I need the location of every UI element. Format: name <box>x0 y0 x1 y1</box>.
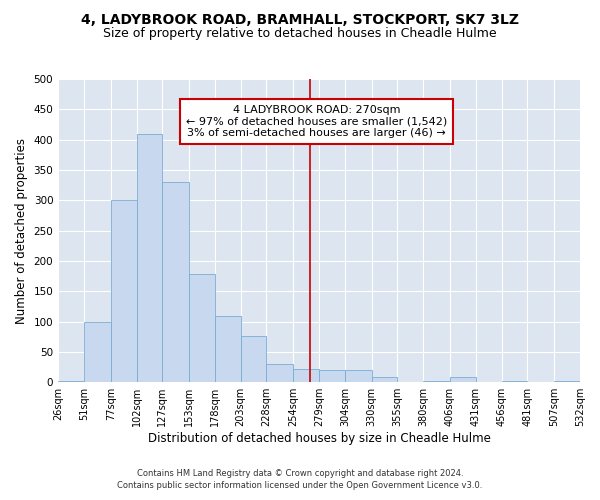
Bar <box>293 369 319 382</box>
Bar <box>554 381 580 382</box>
Text: 4, LADYBROOK ROAD, BRAMHALL, STOCKPORT, SK7 3LZ: 4, LADYBROOK ROAD, BRAMHALL, STOCKPORT, … <box>81 12 519 26</box>
Bar <box>371 378 397 382</box>
Bar <box>84 322 111 382</box>
Bar <box>58 381 84 382</box>
Bar <box>423 381 450 382</box>
Bar <box>163 182 189 382</box>
Bar <box>319 370 345 382</box>
Text: Contains HM Land Registry data © Crown copyright and database right 2024.
Contai: Contains HM Land Registry data © Crown c… <box>118 468 482 490</box>
X-axis label: Distribution of detached houses by size in Cheadle Hulme: Distribution of detached houses by size … <box>148 432 491 445</box>
Bar <box>215 316 241 382</box>
Bar <box>345 370 371 382</box>
Bar <box>189 274 215 382</box>
Bar <box>137 134 163 382</box>
Text: Size of property relative to detached houses in Cheadle Hulme: Size of property relative to detached ho… <box>103 28 497 40</box>
Text: 4 LADYBROOK ROAD: 270sqm
← 97% of detached houses are smaller (1,542)
3% of semi: 4 LADYBROOK ROAD: 270sqm ← 97% of detach… <box>186 105 447 138</box>
Bar <box>450 378 476 382</box>
Y-axis label: Number of detached properties: Number of detached properties <box>15 138 28 324</box>
Bar <box>266 364 293 382</box>
Bar <box>111 200 137 382</box>
Bar <box>502 381 527 382</box>
Bar <box>241 336 266 382</box>
